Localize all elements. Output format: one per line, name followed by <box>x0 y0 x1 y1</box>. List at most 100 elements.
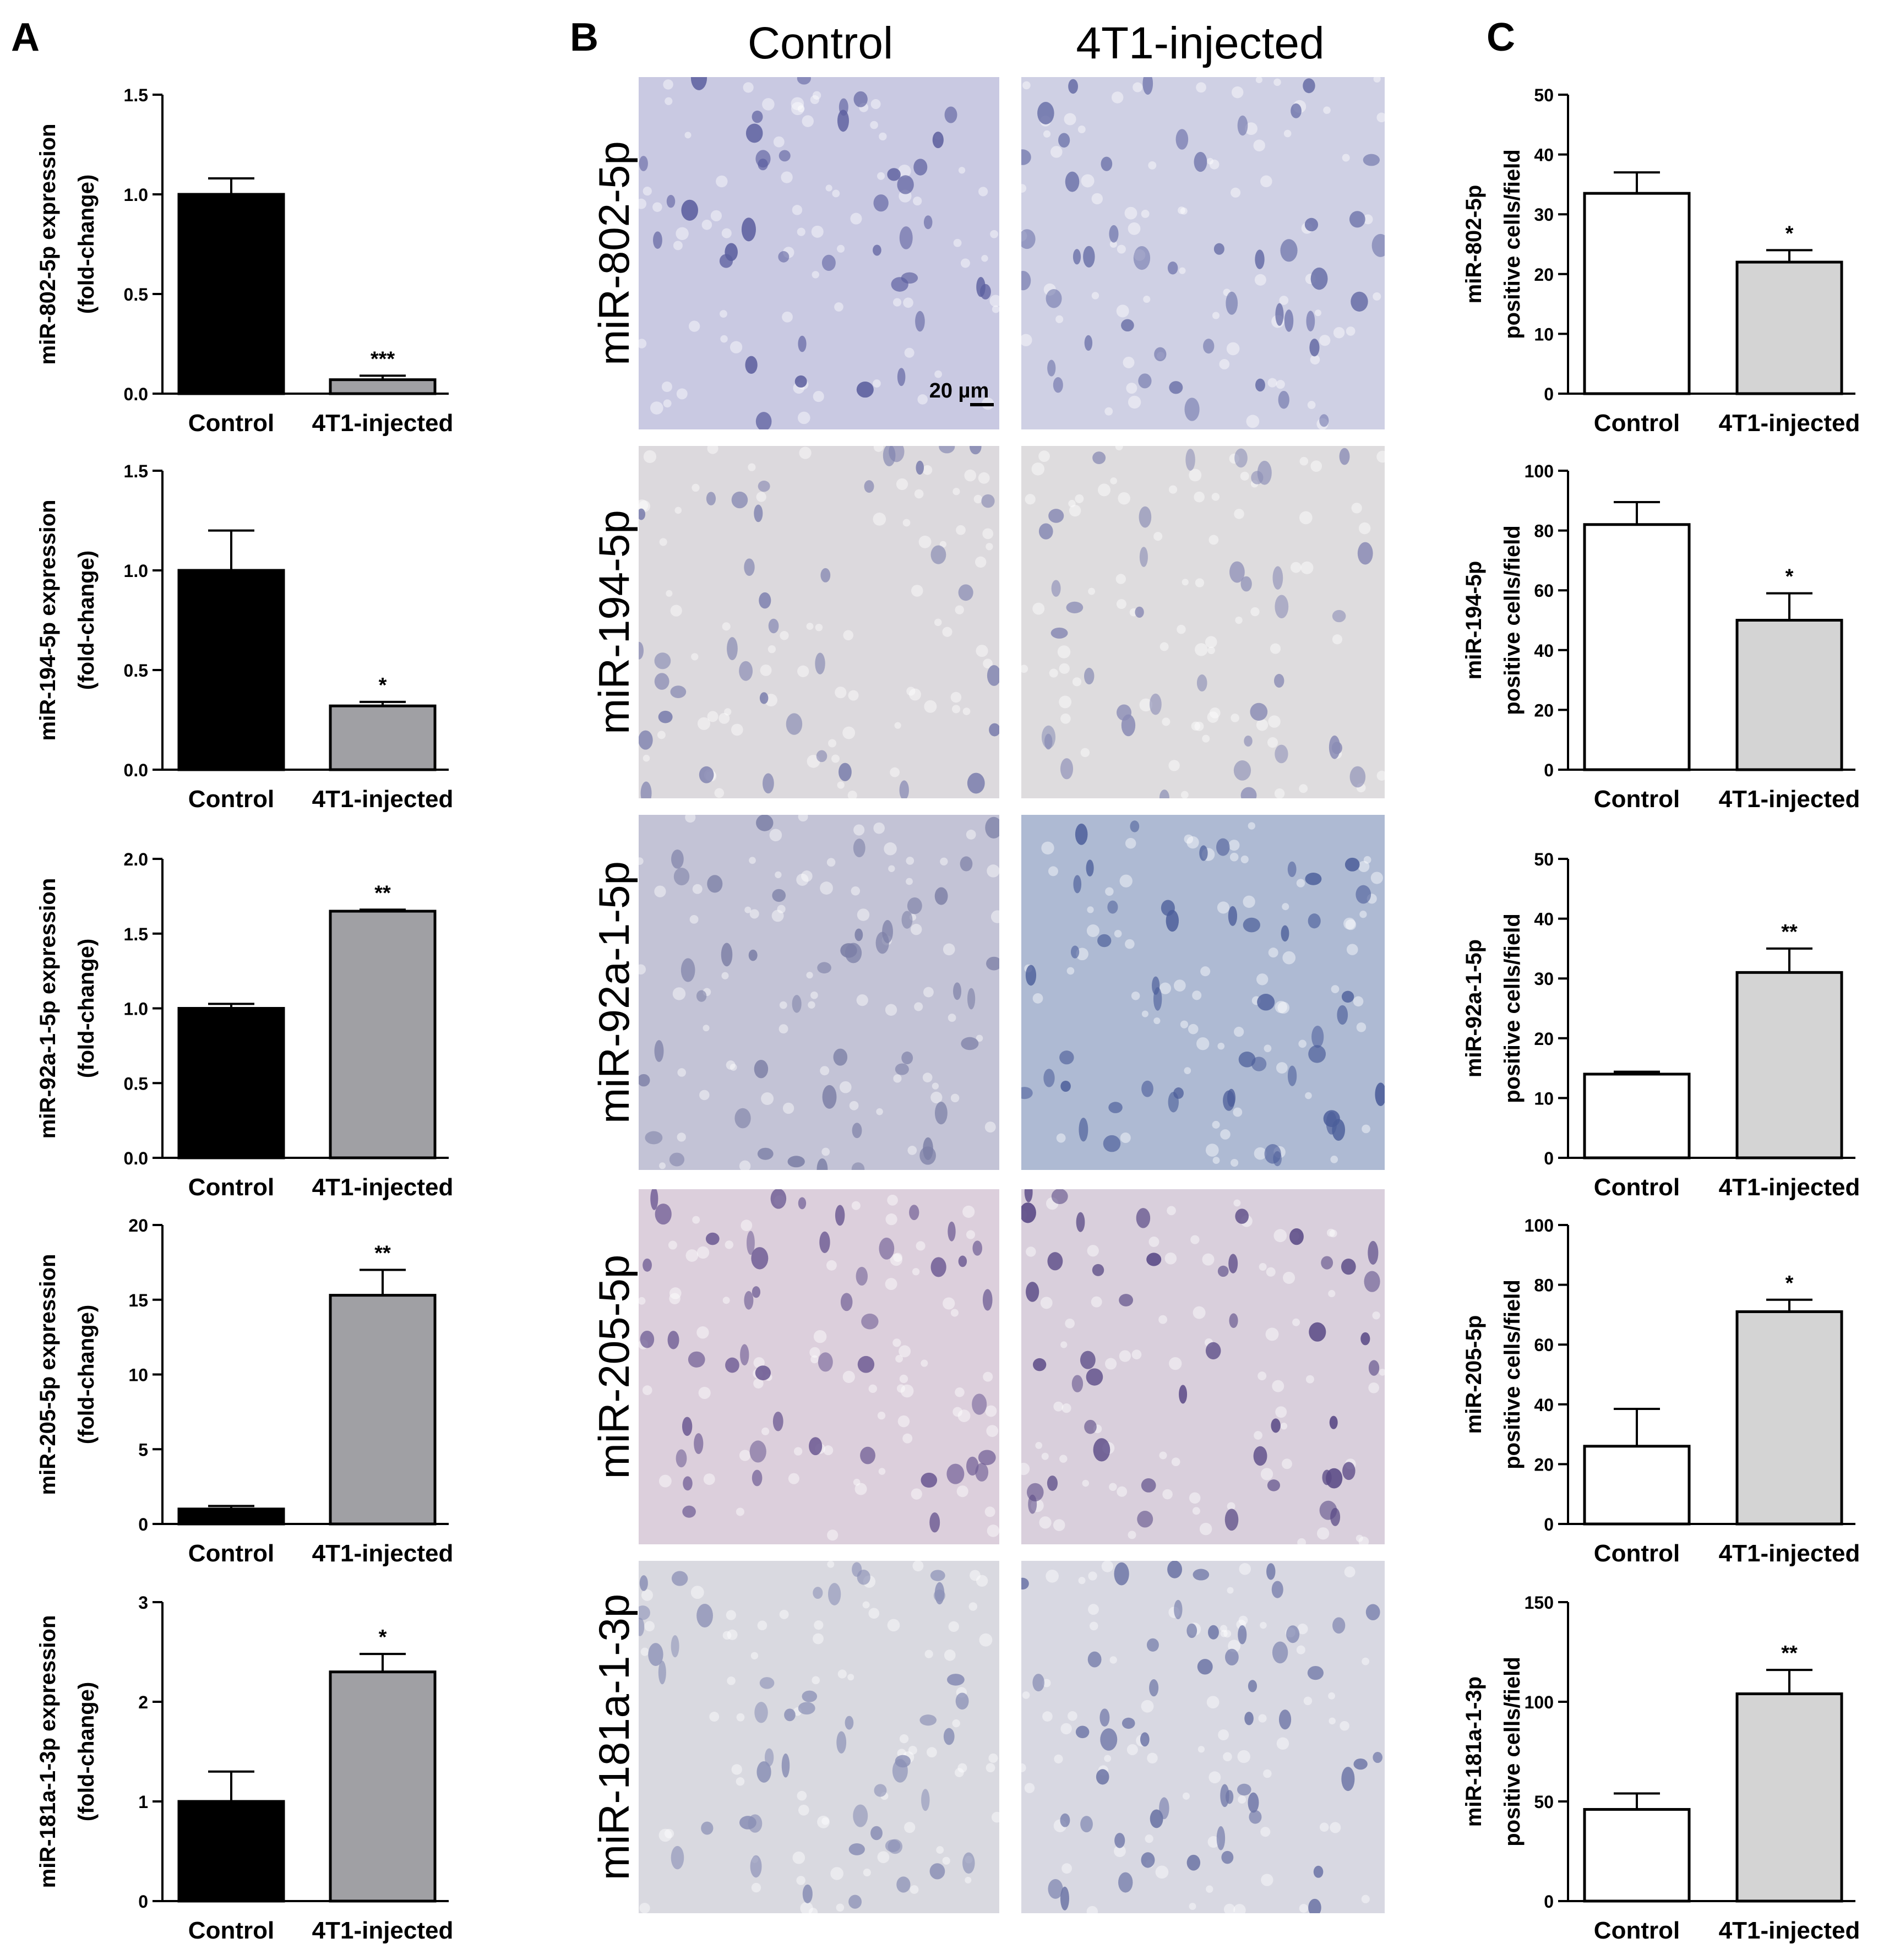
stained-cell <box>907 897 922 914</box>
stained-cell <box>1272 566 1283 590</box>
panel-c-charts: 0 10 20 30 40 50 miR-802-5p positive cells/fiel… <box>1462 85 1860 1944</box>
x-tick-label: 4T1-injected <box>312 410 454 437</box>
stained-cell <box>958 1255 967 1267</box>
nucleus <box>1125 939 1135 949</box>
nucleus <box>1217 901 1230 914</box>
nucleus <box>1078 1577 1086 1585</box>
stained-cell <box>1274 674 1284 688</box>
nucleus <box>1054 1754 1063 1763</box>
y-tick-label: 0 <box>1544 760 1554 780</box>
y-tick-label: 0.0 <box>124 384 148 404</box>
stained-cell <box>744 1291 754 1310</box>
nucleus <box>987 864 999 878</box>
nucleus <box>1191 721 1200 731</box>
nucleus <box>1359 911 1367 918</box>
nucleus <box>1362 1657 1370 1665</box>
nucleus <box>957 1409 971 1423</box>
nucleus <box>936 1846 944 1854</box>
stained-cell <box>1332 609 1346 623</box>
nucleus <box>1296 879 1305 888</box>
nucleus <box>1283 1271 1295 1284</box>
stained-cell <box>953 982 962 1000</box>
stained-cell <box>930 1257 946 1277</box>
stained-cell <box>1360 1332 1370 1346</box>
stained-cell <box>1307 1665 1324 1680</box>
stained-cell <box>853 1804 868 1827</box>
stained-cell <box>861 1313 879 1330</box>
nucleus <box>910 923 922 935</box>
nucleus <box>955 605 964 614</box>
stained-cell <box>1255 378 1265 392</box>
nucleus <box>862 1601 870 1609</box>
nucleus <box>779 1024 788 1034</box>
stained-cell <box>923 215 933 230</box>
y-tick-label: 0.0 <box>124 760 148 780</box>
nucleus <box>979 1633 993 1647</box>
stained-cell <box>1193 1569 1210 1581</box>
nucleus <box>663 399 672 408</box>
stained-cell <box>930 1570 945 1581</box>
nucleus <box>877 1411 886 1420</box>
nucleus <box>642 1385 652 1395</box>
stained-cell <box>1033 1358 1047 1371</box>
stained-cell <box>639 508 646 520</box>
nucleus <box>893 1253 902 1262</box>
nucleus <box>796 873 809 886</box>
nucleus <box>1164 1252 1177 1265</box>
stained-cell <box>1250 703 1268 721</box>
y-tick-label: 2 <box>138 1692 148 1712</box>
nucleus <box>914 1002 923 1011</box>
panel-b-micrographs: miR-802-5p miR-194-5p miR-92a-1-5p miR-205-… <box>590 77 1385 1913</box>
y-tick-label: 40 <box>1534 145 1554 165</box>
y-tick-label: 40 <box>1534 1395 1554 1415</box>
nucleus <box>1196 1037 1210 1050</box>
nucleus <box>934 370 943 378</box>
micrograph-background <box>1021 446 1385 798</box>
nucleus <box>989 295 999 307</box>
stained-cell <box>1099 1708 1110 1727</box>
nucleus <box>892 1338 901 1347</box>
stained-cell <box>798 1702 815 1715</box>
nucleus <box>884 842 897 856</box>
stained-cell <box>1275 744 1288 764</box>
nucleus <box>904 347 914 358</box>
stained-cell <box>1053 377 1063 393</box>
stained-cell <box>1203 339 1215 354</box>
nucleus <box>665 97 673 105</box>
nucleus <box>1021 184 1027 193</box>
stained-cell <box>1135 606 1144 618</box>
nucleus <box>639 198 647 209</box>
nucleus <box>663 79 673 90</box>
stained-cell <box>1286 1625 1300 1643</box>
stained-cell <box>658 1660 666 1685</box>
nucleus <box>1205 1144 1219 1157</box>
nucleus <box>1207 711 1219 723</box>
nucleus <box>984 1121 996 1133</box>
nucleus <box>1355 1534 1363 1542</box>
stained-cell <box>833 1048 848 1066</box>
stained-cell <box>1174 1599 1183 1620</box>
stained-cell <box>1043 1069 1055 1087</box>
nucleus <box>672 987 686 1000</box>
nucleus <box>832 189 840 198</box>
nucleus <box>975 556 987 568</box>
stained-cell <box>1225 1648 1239 1665</box>
nucleus <box>1061 1403 1071 1413</box>
stained-cell <box>1267 1479 1281 1491</box>
stained-cell <box>1092 1264 1104 1276</box>
nucleus <box>984 1506 995 1517</box>
bar <box>1735 971 1843 1159</box>
nucleus <box>1207 646 1215 655</box>
stained-cell <box>1272 1641 1288 1664</box>
stained-cell <box>1199 845 1208 861</box>
stained-cell <box>1138 373 1152 389</box>
stained-cell <box>948 1221 956 1242</box>
nucleus <box>942 627 952 637</box>
nucleus <box>1195 578 1205 587</box>
bar <box>177 569 285 771</box>
nucleus <box>1253 139 1265 151</box>
stained-cell <box>1073 875 1082 894</box>
nucleus <box>1310 460 1322 472</box>
nucleus <box>1147 1752 1158 1764</box>
nucleus <box>650 401 663 415</box>
